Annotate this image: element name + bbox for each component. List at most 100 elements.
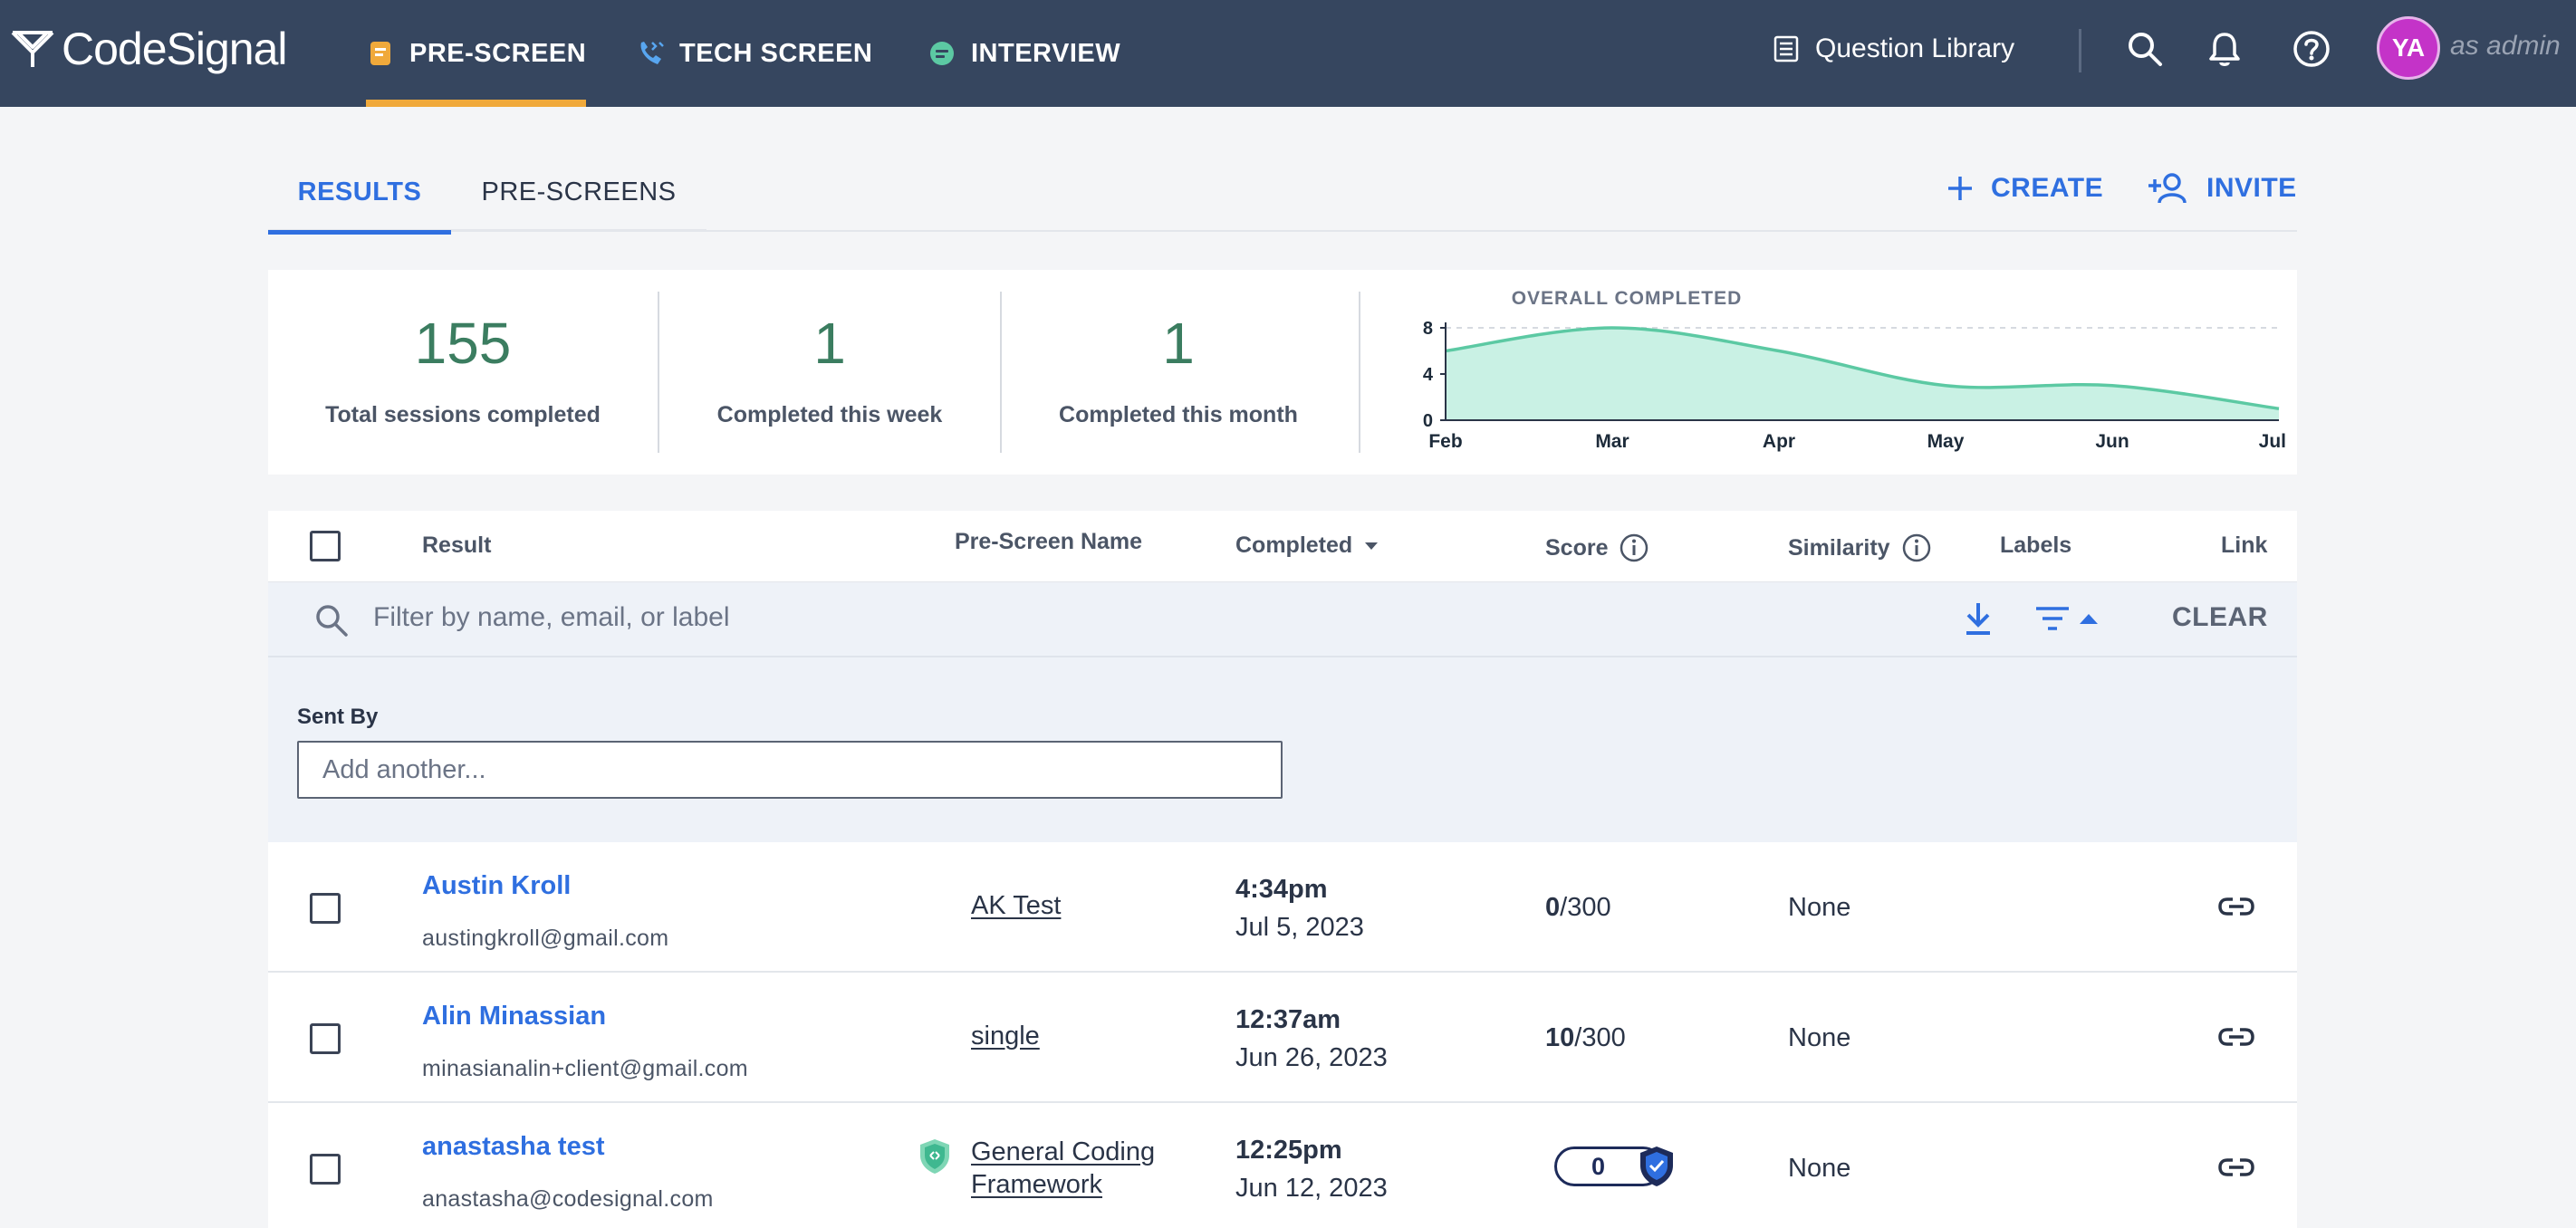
link-icon[interactable]	[2217, 1018, 2255, 1056]
prescreen-name-link[interactable]: single	[971, 1022, 1040, 1051]
verified-shield-icon	[920, 1139, 949, 1174]
create-button[interactable]: CREATE	[1946, 163, 2103, 214]
chart-area	[1446, 328, 2279, 420]
select-all-checkbox[interactable]	[310, 531, 341, 561]
chart-x-tick-label: Jun	[2095, 431, 2129, 452]
role-label: as admin	[2450, 31, 2561, 61]
invite-label: INVITE	[2206, 173, 2297, 203]
download-icon[interactable]	[1962, 600, 1994, 638]
clear-button[interactable]: CLEAR	[2172, 602, 2268, 632]
prescreen-name-link[interactable]: AK Test	[971, 891, 1062, 920]
row-checkbox[interactable]	[310, 1023, 341, 1054]
chart-y-tick-label: 8	[1423, 319, 1433, 339]
sent-by-input[interactable]: Add another...	[297, 741, 1283, 799]
invite-button[interactable]: INVITE	[2148, 163, 2297, 214]
stat-total-value: 155	[414, 311, 512, 376]
overall-completed-chart: 0 4 8 Feb Mar Apr May Jun Jul	[1423, 319, 2286, 452]
header-result[interactable]: Result	[422, 532, 491, 559]
interview-icon	[930, 42, 954, 65]
tab-pre-screen-label: PRE-SCREEN	[409, 38, 587, 68]
filter-panel: Sent By Add another...	[268, 656, 2297, 842]
score-number: 0	[1545, 893, 1561, 922]
chart-x-tick-label: Apr	[1763, 431, 1795, 452]
completed-date: Jun 12, 2023	[1235, 1174, 1388, 1203]
completed-date: Jul 5, 2023	[1235, 913, 1364, 942]
tab-pre-screens[interactable]: PRE-SCREENS	[481, 177, 677, 206]
completed-time: 12:37am	[1235, 1005, 1341, 1034]
chart-x-tick-label: Feb	[1428, 431, 1462, 452]
similarity-value: None	[1788, 1023, 1851, 1052]
search-icon[interactable]	[2125, 29, 2165, 69]
score-number: 10	[1545, 1023, 1575, 1052]
table-row[interactable]: Alin Minassian minasianalin+client@gmail…	[268, 973, 2297, 1103]
candidate-name[interactable]: Alin Minassian	[422, 1002, 607, 1031]
candidate-name[interactable]: Austin Kroll	[422, 871, 572, 900]
tab-tech-screen[interactable]: TECH SCREEN	[636, 0, 872, 107]
stat-week: 1 Completed this week	[659, 270, 1000, 475]
link-icon[interactable]	[2217, 1148, 2255, 1186]
header-score[interactable]: Score	[1545, 532, 1649, 563]
chevron-up-icon[interactable]	[2078, 611, 2100, 626]
header-link: Link	[2221, 532, 2267, 559]
filter-input[interactable]: Filter by name, email, or label	[373, 602, 730, 632]
completed-time: 12:25pm	[1235, 1136, 1342, 1165]
stats-card: 155 Total sessions completed 1 Completed…	[268, 270, 2297, 475]
chart-x-tick-label: May	[1927, 431, 1965, 452]
header-labels-label: Labels	[2000, 532, 2072, 558]
header-similarity-label: Similarity	[1788, 534, 1890, 561]
header-labels: Labels	[2000, 532, 2071, 559]
table-header: Result Pre-Screen Name Completed Score S…	[268, 511, 2297, 581]
header-prescreen-label: Pre-Screen Name	[955, 529, 1143, 554]
score-value: 0/300	[1545, 893, 1611, 923]
chart-line	[1445, 326, 2280, 410]
header-similarity[interactable]: Similarity	[1788, 532, 1932, 563]
similarity-value: None	[1788, 893, 1851, 922]
stat-month-value: 1	[1162, 311, 1195, 376]
top-nav: CodeSignal PRE-SCREEN TECH SCREEN INTERV…	[0, 0, 2576, 107]
sort-down-icon	[1365, 542, 1379, 550]
bell-icon[interactable]	[2205, 29, 2244, 69]
header-score-label: Score	[1545, 534, 1609, 561]
header-link-label: Link	[2221, 532, 2268, 558]
help-icon[interactable]	[2292, 29, 2331, 69]
logo-text: CodeSignal	[62, 24, 288, 74]
tab-results[interactable]: RESULTS	[268, 152, 451, 235]
row-checkbox[interactable]	[310, 893, 341, 924]
filter-icon[interactable]	[2034, 604, 2071, 635]
question-library-link[interactable]: Question Library	[1773, 0, 2014, 98]
chart-y-tick-label: 0	[1423, 411, 1433, 431]
prescreen-name-link[interactable]: General Coding Framework	[971, 1136, 1155, 1201]
shield-check-icon	[1640, 1146, 1673, 1186]
info-icon[interactable]	[1619, 532, 1649, 563]
codesignal-logo[interactable]: CodeSignal	[9, 24, 288, 74]
subtabs: RESULTS PRE-SCREENS	[268, 152, 706, 235]
table-row[interactable]: Austin Kroll austingkroll@gmail.com AK T…	[268, 842, 2297, 973]
prescreen-name-line2: Framework	[971, 1170, 1103, 1199]
stat-month-label: Completed this month	[1059, 402, 1298, 427]
stat-divider	[658, 292, 659, 453]
list-icon	[1773, 35, 1799, 62]
prescreen-name-line1: General Coding	[971, 1137, 1156, 1166]
similarity-value: None	[1788, 1154, 1851, 1183]
tab-interview[interactable]: INTERVIEW	[928, 0, 1120, 107]
stat-divider	[1359, 292, 1360, 453]
filter-bar: Filter by name, email, or label CLEAR	[268, 581, 2297, 656]
avatar[interactable]: YA	[2377, 16, 2440, 80]
tab-pre-screen[interactable]: PRE-SCREEN	[366, 0, 587, 107]
table-row[interactable]: anastasha test anastasha@codesignal.com …	[268, 1103, 2297, 1228]
chart-y-tick-label: 4	[1423, 365, 1434, 385]
tab-tech-screen-label: TECH SCREEN	[679, 38, 873, 68]
verified-score-badge[interactable]: 0	[1554, 1145, 1676, 1188]
link-icon[interactable]	[2217, 887, 2255, 926]
header-prescreen[interactable]: Pre-Screen Name	[955, 529, 1142, 555]
completed-time: 4:34pm	[1235, 875, 1328, 904]
header-completed[interactable]: Completed	[1235, 532, 1379, 559]
info-icon[interactable]	[1901, 532, 1932, 563]
stat-week-label: Completed this week	[716, 402, 943, 427]
row-checkbox[interactable]	[310, 1154, 341, 1185]
score-value: 10/300	[1545, 1023, 1626, 1053]
search-icon	[316, 605, 348, 637]
nav-divider	[2079, 29, 2081, 72]
header-result-label: Result	[422, 532, 492, 558]
candidate-name[interactable]: anastasha test	[422, 1132, 605, 1161]
